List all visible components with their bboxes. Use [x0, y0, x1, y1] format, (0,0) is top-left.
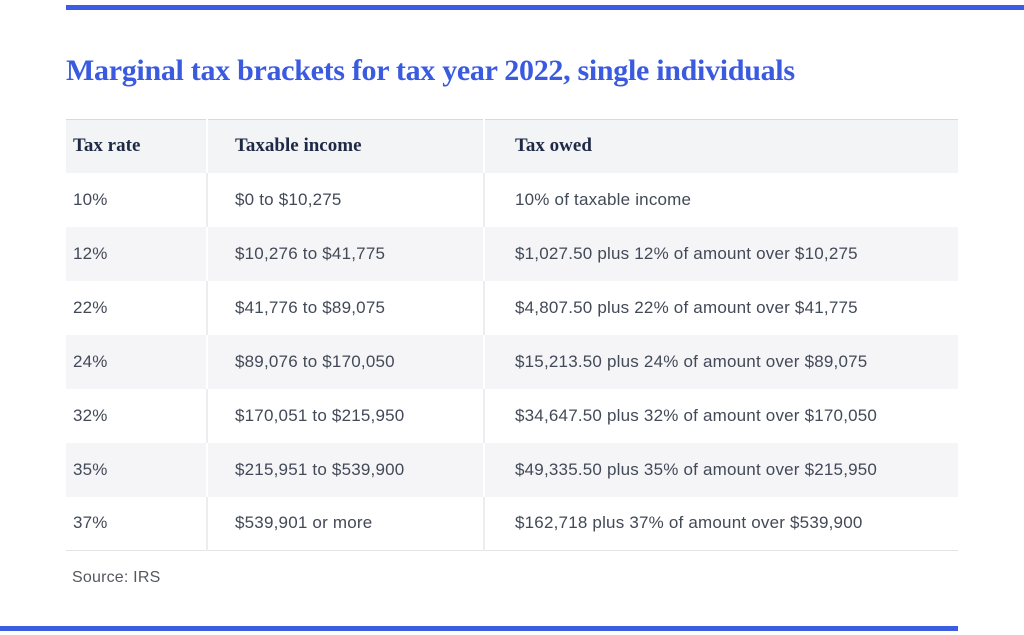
- cell-tax-owed: $49,335.50 plus 35% of amount over $215,…: [483, 442, 958, 497]
- column-header-tax-rate: Tax rate: [66, 119, 207, 173]
- cell-tax-owed: $34,647.50 plus 32% of amount over $170,…: [483, 388, 958, 443]
- table-row: 35% $215,951 to $539,900 $49,335.50 plus 3…: [66, 442, 958, 497]
- cell-taxable-income: $10,276 to $41,775: [206, 226, 484, 281]
- cell-taxable-income: $89,076 to $170,050: [206, 334, 484, 389]
- top-accent-rule: [66, 5, 1024, 10]
- cell-taxable-income: $41,776 to $89,075: [206, 280, 484, 335]
- cell-taxable-income: $539,901 or more: [206, 496, 484, 551]
- source-note: Source: IRS: [72, 569, 161, 586]
- cell-taxable-income: $170,051 to $215,950: [206, 388, 484, 443]
- cell-tax-owed: 10% of taxable income: [483, 172, 958, 227]
- cell-tax-owed: $15,213.50 plus 24% of amount over $89,0…: [483, 334, 958, 389]
- column-header-taxable-income: Taxable income: [206, 119, 484, 173]
- cell-tax-rate: 22%: [73, 297, 108, 317]
- table-body: 10% $0 to $10,275 10% of taxable income 12%…: [66, 172, 958, 551]
- table-row: 24% $89,076 to $170,050 $15,213.50 plus 24…: [66, 334, 958, 389]
- cell-tax-rate: 24%: [73, 351, 108, 371]
- page-title: Marginal tax brackets for tax year 2022,…: [66, 54, 795, 87]
- cell-taxable-income: $215,951 to $539,900: [206, 442, 484, 497]
- cell-tax-rate: 37%: [66, 496, 207, 551]
- tax-brackets-table: Tax rate Taxable income Tax owed 10% $0 t…: [66, 119, 958, 551]
- cell-tax-rate: 32%: [73, 405, 108, 425]
- table-row: 10% $0 to $10,275 10% of taxable income: [66, 172, 958, 227]
- cell-tax-owed: $4,807.50 plus 22% of amount over $41,77…: [483, 280, 958, 335]
- cell-tax-rate: 12%: [73, 243, 108, 263]
- cell-tax-rate: 10%: [73, 189, 108, 209]
- column-header-tax-owed: Tax owed: [483, 119, 958, 173]
- table-row: 32% $170,051 to $215,950 $34,647.50 plus 3…: [66, 388, 958, 443]
- table-row: 22% $41,776 to $89,075 $4,807.50 plus 22% …: [66, 280, 958, 335]
- cell-tax-owed: $1,027.50 plus 12% of amount over $10,27…: [483, 226, 958, 281]
- table-row: 37% $539,901 or more $162,718 plus 37% of …: [66, 496, 958, 551]
- cell-taxable-income: $0 to $10,275: [206, 172, 484, 227]
- table-header-row: Tax rate Taxable income Tax owed: [66, 119, 958, 173]
- cell-tax-rate: 35%: [73, 459, 108, 479]
- table-row: 12% $10,276 to $41,775 $1,027.50 plus 12% …: [66, 226, 958, 281]
- table-header: Tax rate Taxable income Tax owed: [66, 119, 958, 173]
- cell-tax-owed: $162,718 plus 37% of amount over $539,90…: [483, 496, 958, 551]
- bottom-accent-rule: [0, 626, 958, 631]
